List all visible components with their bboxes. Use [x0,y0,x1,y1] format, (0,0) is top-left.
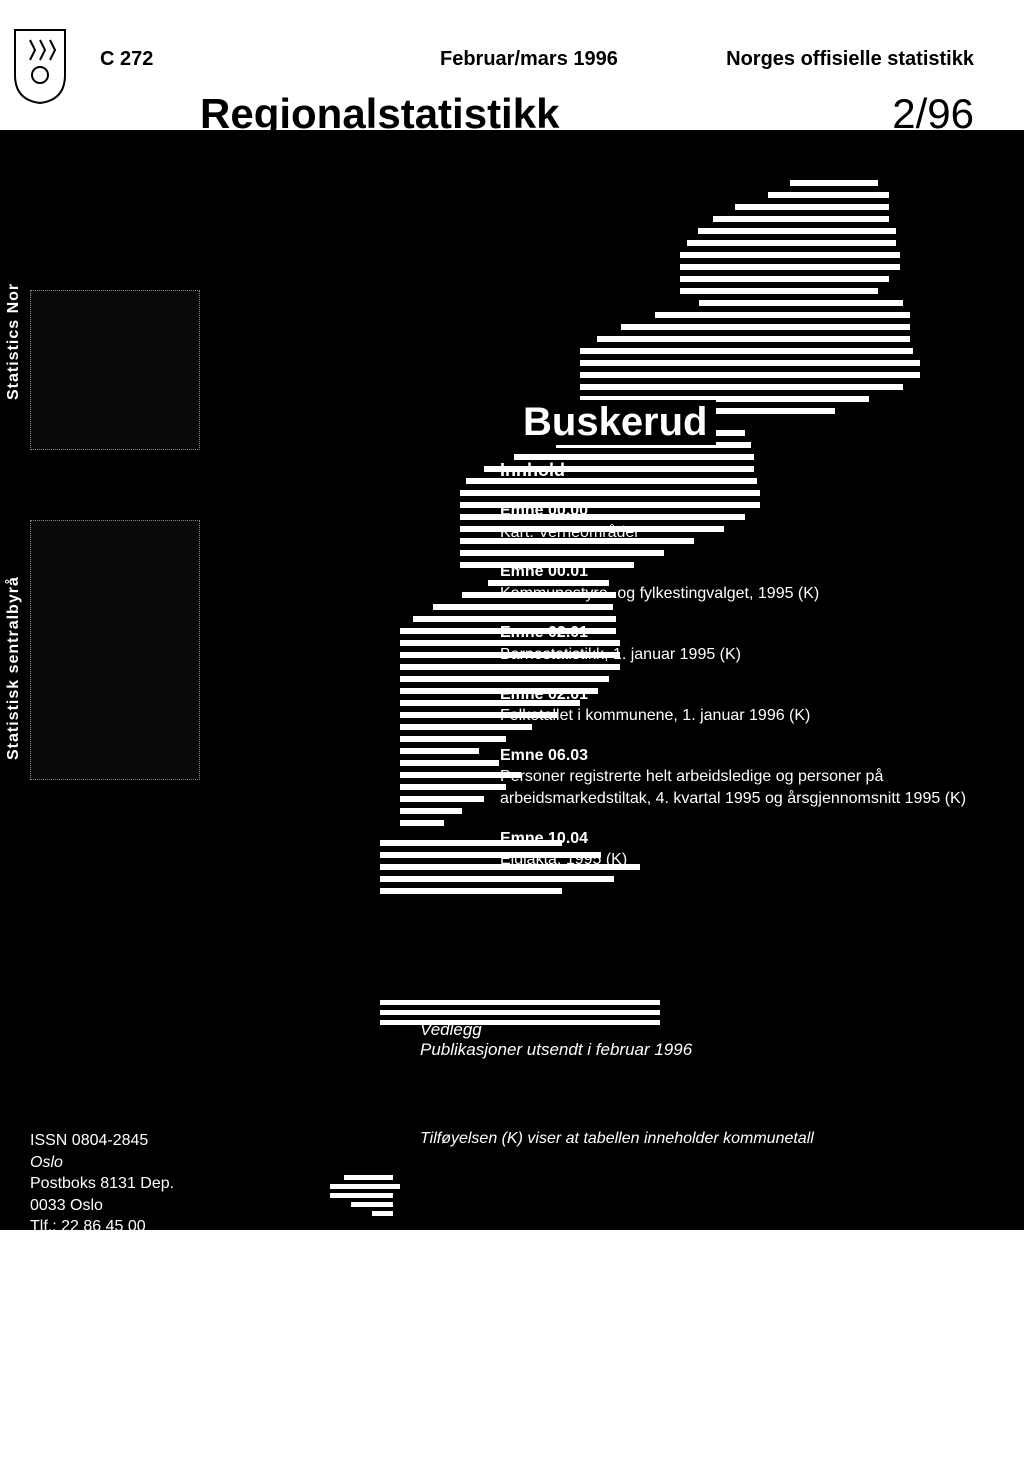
tel-oslo: Tlf.: 22 86 45 00 [30,1216,174,1238]
toc-entry: Emne 06.03 Personer registrerte helt arb… [500,745,970,810]
appendix-title: Vedlegg [420,1020,692,1040]
toc-code: Emne 06.03 [500,745,970,767]
toc-entry: Emne 02.01 Folketallet i kommunene, 1. j… [500,684,970,727]
toc-code: Emne 00.00 [500,500,970,522]
issn: ISSN 0804-2845 [30,1130,174,1152]
contents-heading: Innhold [500,460,565,481]
document-code: C 272 [100,48,153,71]
region-name: Buskerud [515,400,716,445]
header-series: Norges offisielle statistikk [726,48,974,71]
toc-desc: Barnestatistikk, 1. januar 1995 (K) [500,646,741,663]
table-of-contents: Emne 00.00 Kart. Verneområder Emne 00.01… [500,500,970,889]
toc-desc: Kommunestyre- og fylkestingvalget, 1995 … [500,585,819,602]
header: C 272 Februar/mars 1996 Norges offisiell… [0,20,1024,130]
toc-desc: Folketallet i kommunene, 1. januar 1996 … [500,707,810,724]
page-root: C 272 Februar/mars 1996 Norges offisiell… [0,0,1024,1476]
postcode-oslo: 0033 Oslo [30,1195,174,1217]
header-date: Februar/mars 1996 [440,48,618,71]
toc-code: Emne 00.01 [500,561,970,583]
sidebar-label-1: Statistisk sentralbyrå [5,576,23,760]
toc-entry: Emne 00.00 Kart. Verneområder [500,500,970,543]
small-map-icon [330,1175,400,1220]
postcode-kongsvinger: 2201 Kongsvinger [30,1301,174,1323]
tel-kongsvinger: Tlf.: 62 88 50 00 [30,1323,174,1345]
sidebar-label-2: Statistics Nor [5,283,23,400]
toc-entry: Emne 10.04 Elgjakta, 1995 (K) [500,828,970,871]
toc-desc: Kart. Verneområder [500,524,640,541]
appendix-block: Vedlegg Publikasjoner utsendt i februar … [420,1020,692,1060]
city-kongsvinger: Kongsvinger [30,1258,174,1280]
toc-desc: Elgjakta, 1995 (K) [500,851,627,868]
toc-code: Emne 02.01 [500,684,970,706]
faded-inset-1 [30,290,200,450]
footer-note: Tilføyelsen (K) viser at tabellen inneho… [420,1130,814,1148]
address-oslo: Postboks 8131 Dep. [30,1173,174,1195]
faded-inset-2 [30,520,200,780]
toc-desc: Personer registrerte helt arbeidsledige … [500,768,966,807]
address-kongsvinger: Postboks 1260 [30,1280,174,1302]
city-oslo: Oslo [30,1152,174,1174]
toc-entry: Emne 02.01 Barnestatistikk, 1. januar 19… [500,622,970,665]
toc-entry: Emne 00.01 Kommunestyre- og fylkestingva… [500,561,970,604]
toc-code: Emne 02.01 [500,622,970,644]
appendix-desc: Publikasjoner utsendt i februar 1996 [420,1040,692,1060]
publisher-info: ISSN 0804-2845 Oslo Postboks 8131 Dep. 0… [30,1130,174,1344]
coat-of-arms-icon [10,25,70,105]
toc-code: Emne 10.04 [500,828,970,850]
